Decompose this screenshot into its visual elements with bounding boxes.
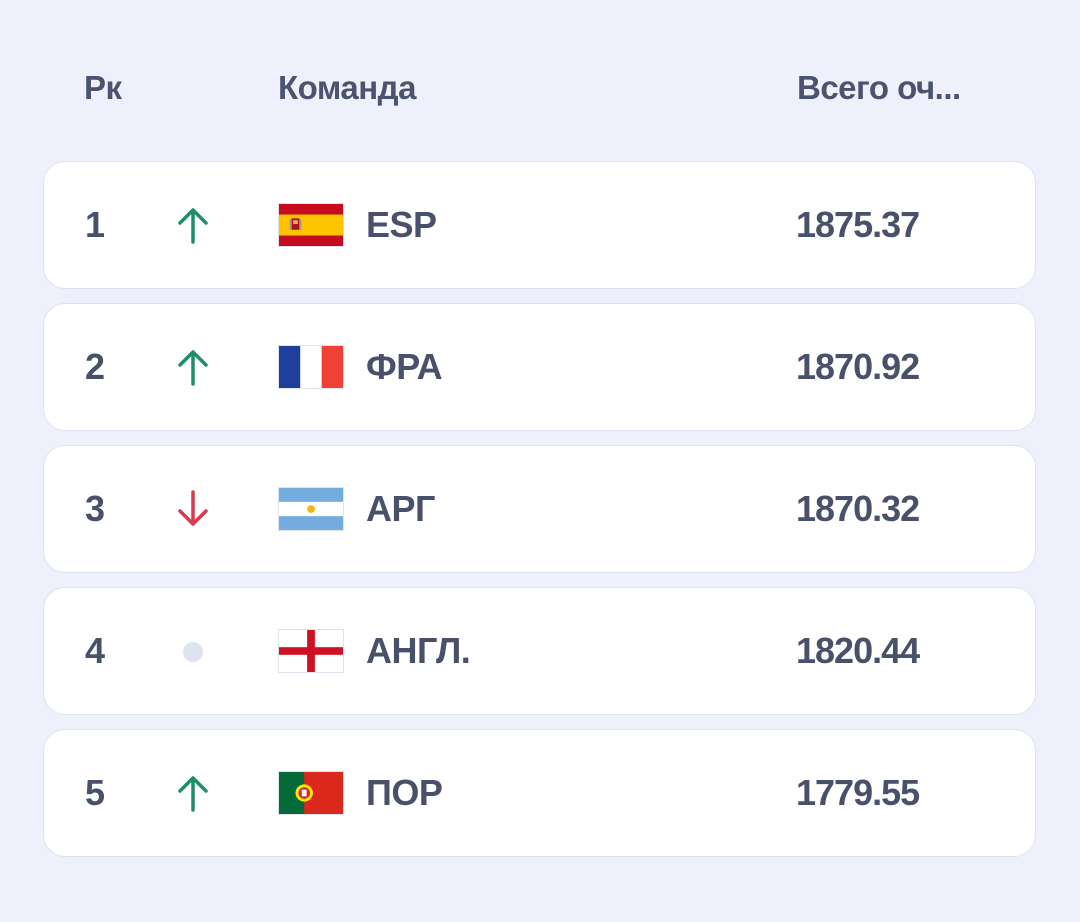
- arrow-down-icon: [172, 488, 214, 530]
- arrow-up-icon: [172, 772, 214, 814]
- france-flag-icon: [278, 345, 344, 389]
- rank-value: 4: [85, 630, 106, 671]
- england-flag-icon: [278, 629, 344, 673]
- rank-value: 5: [85, 772, 106, 813]
- points-column-header[interactable]: Всего оч...: [797, 69, 961, 106]
- spain-flag-icon: [278, 203, 344, 247]
- team-name[interactable]: АНГЛ.: [366, 630, 471, 671]
- team-name[interactable]: ESP: [366, 204, 437, 245]
- team-name[interactable]: АРГ: [366, 488, 435, 529]
- points-value: 1870.92: [796, 346, 920, 387]
- table-row[interactable]: 5 ПОР 1779.55: [43, 729, 1036, 857]
- rank-value: 1: [85, 204, 106, 245]
- arrow-up-icon: [172, 204, 214, 246]
- table-row[interactable]: 3 АРГ 1870.32: [43, 445, 1036, 573]
- dot-icon: [172, 630, 214, 672]
- points-value: 1820.44: [796, 630, 920, 671]
- argentina-flag-icon: [278, 487, 344, 531]
- table-row[interactable]: 1 ESP 1875.37: [43, 161, 1036, 289]
- table-header: Рк Команда Всего оч...: [0, 60, 1080, 116]
- rank-column-header[interactable]: Рк: [84, 69, 122, 106]
- team-name[interactable]: ПОР: [366, 772, 443, 813]
- rank-value: 2: [85, 346, 106, 387]
- points-value: 1779.55: [796, 772, 920, 813]
- team-column-header[interactable]: Команда: [278, 69, 416, 106]
- team-name[interactable]: ФРА: [366, 346, 443, 387]
- points-value: 1870.32: [796, 488, 920, 529]
- arrow-up-icon: [172, 346, 214, 388]
- table-row[interactable]: 2 ФРА 1870.92: [43, 303, 1036, 431]
- portugal-flag-icon: [278, 771, 344, 815]
- points-value: 1875.37: [796, 204, 920, 245]
- table-row[interactable]: 4 АНГЛ. 1820.44: [43, 587, 1036, 715]
- rank-value: 3: [85, 488, 106, 529]
